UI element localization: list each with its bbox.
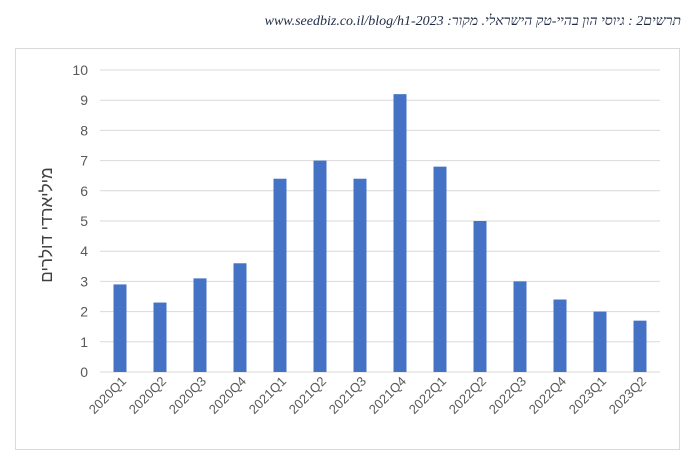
bars	[113, 94, 647, 372]
bar-2023Q2	[633, 320, 647, 372]
y-tick-label: 8	[80, 122, 88, 138]
bar-2021Q4	[393, 94, 407, 372]
x-tick-label: 2020Q1	[86, 374, 129, 417]
bar-2021Q2	[313, 160, 327, 372]
y-tick-label: 4	[80, 243, 88, 259]
y-tick-label: 1	[80, 334, 88, 350]
y-tick-label: 7	[80, 153, 88, 169]
x-tick-label: 2020Q2	[126, 374, 169, 417]
y-tick-labels: 0 1 2 3 4 5 6 7 8 9 10	[72, 62, 88, 380]
bar-2020Q1	[113, 284, 127, 372]
y-tick-label: 10	[72, 62, 88, 78]
bar-2022Q4	[553, 299, 567, 372]
x-tick-label: 2021Q2	[286, 374, 329, 417]
x-tick-label: 2023Q2	[606, 374, 649, 417]
y-tick-label: 6	[80, 183, 88, 199]
x-tick-labels: 2020Q12020Q22020Q32020Q42021Q12021Q22021…	[86, 374, 649, 417]
bar-2022Q1	[433, 166, 447, 372]
x-tick-label: 2020Q3	[166, 374, 209, 417]
x-tick-label: 2020Q4	[206, 374, 249, 417]
x-tick-label: 2021Q1	[246, 374, 289, 417]
y-tick-label: 0	[80, 364, 88, 380]
bar-2022Q2	[473, 221, 487, 372]
y-tick-label: 2	[80, 304, 88, 320]
x-tick-label: 2022Q3	[486, 374, 529, 417]
bar-2021Q1	[273, 178, 287, 372]
gridlines	[100, 69, 660, 373]
bar-2020Q4	[233, 263, 247, 372]
x-tick-label: 2022Q1	[406, 374, 449, 417]
x-tick-label: 2021Q3	[326, 374, 369, 417]
bar-2020Q3	[193, 278, 207, 372]
bar-2023Q1	[593, 311, 607, 372]
y-axis-label: מיליארדי דולרים	[37, 167, 56, 282]
x-tick-label: 2022Q2	[446, 374, 489, 417]
x-tick-label: 2022Q4	[526, 374, 569, 417]
bar-2022Q3	[513, 281, 527, 372]
y-tick-label: 3	[80, 273, 88, 289]
x-tick-label: 2021Q4	[366, 374, 409, 417]
bar-2020Q2	[153, 302, 167, 372]
bar-2021Q3	[353, 178, 367, 372]
y-tick-label: 5	[80, 213, 88, 229]
figure-caption: תרשים2 : גיוסי הון בהיי-טק הישראלי. מקור…	[264, 14, 681, 29]
chart-frame	[15, 48, 680, 450]
y-tick-label: 9	[80, 92, 88, 108]
x-tick-label: 2023Q1	[566, 374, 609, 417]
